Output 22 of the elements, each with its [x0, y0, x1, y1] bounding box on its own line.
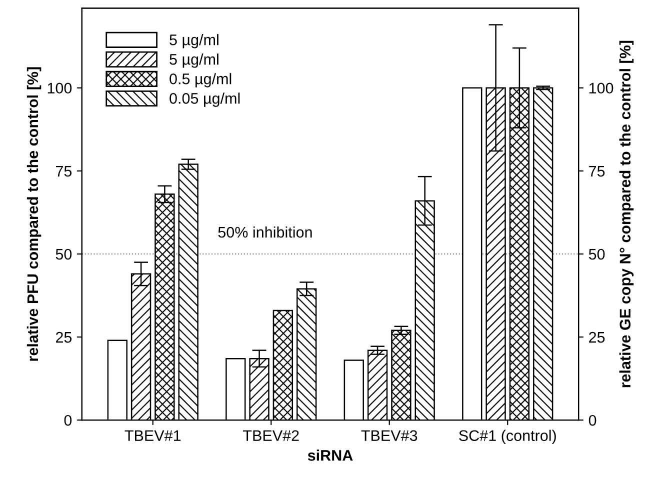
legend-label: 5 µg/ml — [170, 34, 218, 48]
x-tick-label: TBEV#3 — [361, 430, 418, 442]
y-tick-label: 75 — [56, 166, 72, 177]
y2-axis-title: relative GE copy N° compared to the control [%] — [619, 40, 634, 388]
y2-tick-label: 25 — [589, 332, 605, 343]
x-tick-label: TBEV#2 — [243, 430, 299, 441]
y2-tick-label: 100 — [589, 82, 614, 94]
x-tick-label: SC#1 (control) — [459, 430, 556, 444]
y-tick-label: 100 — [48, 82, 72, 94]
x-tick-label: TBEV#1 — [124, 430, 181, 441]
y-tick-label: 0 — [64, 414, 72, 426]
y2-tick-label: 75 — [589, 166, 605, 177]
y-tick-label: 25 — [56, 332, 72, 343]
x-axis-title: siRNA — [308, 450, 353, 461]
y2-tick-label: 0 — [588, 414, 596, 426]
ref-line-label: 50% inhibition — [218, 226, 312, 238]
legend-label: 0.05 µg/ml — [170, 92, 240, 107]
legend-label: 5 µg/ml — [170, 54, 218, 68]
y-axis-title: relative PFU compared to the control [%] — [26, 67, 42, 361]
legend-label: 0.5 µg/ml — [170, 73, 232, 88]
y-tick-label: 50 — [56, 248, 72, 260]
y2-tick-label: 50 — [588, 248, 605, 260]
